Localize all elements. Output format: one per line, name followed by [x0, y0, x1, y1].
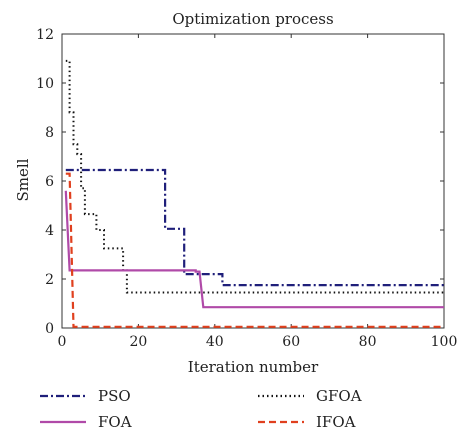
- series-lines: [64, 59, 444, 328]
- x-tick-label: 100: [431, 334, 458, 350]
- y-tick-label: 10: [36, 76, 54, 92]
- legend-label-foa: FOA: [98, 413, 132, 431]
- y-axis-title: Smell: [14, 158, 32, 201]
- axis-ticks: 0 20 40 60 80 100 0 2 4 6 8 10 12: [36, 27, 457, 350]
- series-line-ifoa: [65, 172, 444, 328]
- series-line-pso: [65, 168, 444, 287]
- x-tick-label: 0: [58, 334, 67, 350]
- y-tick-label: 4: [45, 223, 54, 239]
- legend-label-pso: PSO: [98, 387, 131, 405]
- y-tick-label: 2: [45, 272, 54, 288]
- y-tick-label: 0: [45, 321, 54, 337]
- y-tick-label: 8: [45, 125, 54, 141]
- legend-label-ifoa: IFOA: [316, 413, 356, 431]
- y-tick-label: 6: [45, 174, 54, 190]
- series-line-foa: [64, 190, 444, 309]
- x-tick-label: 80: [359, 334, 377, 350]
- plot-frame: [61, 33, 445, 329]
- x-axis-title: Iteration number: [188, 358, 319, 376]
- legend-label-gfoa: GFOA: [316, 387, 362, 405]
- chart-title: Optimization process: [172, 10, 333, 28]
- x-tick-label: 40: [206, 334, 224, 350]
- x-tick-label: 60: [282, 334, 300, 350]
- legend: PSO GFOA FOA IFOA: [40, 387, 362, 431]
- series-line-gfoa: [65, 59, 444, 294]
- x-tick-label: 20: [129, 334, 147, 350]
- y-tick-label: 12: [36, 27, 54, 43]
